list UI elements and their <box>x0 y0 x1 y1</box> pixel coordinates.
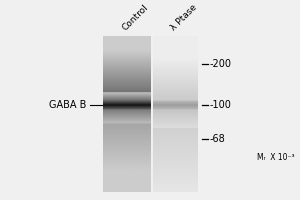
Text: -200: -200 <box>209 59 231 69</box>
Text: -68: -68 <box>209 134 225 144</box>
Text: Mᵣ  X 10⁻³: Mᵣ X 10⁻³ <box>256 153 294 162</box>
Text: Control: Control <box>120 3 150 32</box>
Text: GABA B: GABA B <box>50 100 87 110</box>
Text: -100: -100 <box>209 100 231 110</box>
Bar <box>103 36 150 192</box>
Bar <box>153 36 197 192</box>
Text: λ Ptase: λ Ptase <box>169 3 199 32</box>
